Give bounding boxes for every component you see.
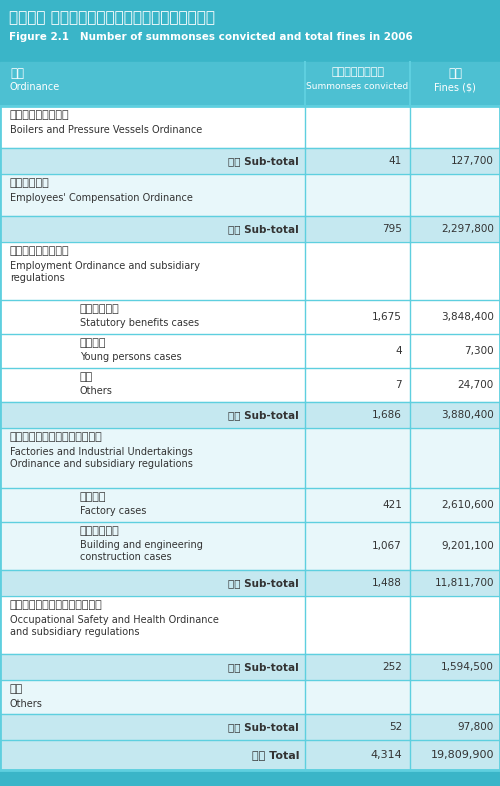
Text: 2,297,800: 2,297,800 <box>441 224 494 234</box>
Text: 職業安全及健康條例及附屬規例: 職業安全及健康條例及附屬規例 <box>10 600 103 610</box>
Bar <box>0 106 500 770</box>
Text: 4: 4 <box>396 346 402 356</box>
Text: 1,675: 1,675 <box>372 312 402 322</box>
Text: 青年個案: 青年個案 <box>80 338 106 348</box>
Text: 僱員補償條例: 僱員補償條例 <box>10 178 50 188</box>
Text: 11,811,700: 11,811,700 <box>434 578 494 588</box>
Bar <box>0 0 500 62</box>
Text: 僱傭條例及附屬規例: 僱傭條例及附屬規例 <box>10 246 70 256</box>
Text: 1,686: 1,686 <box>372 410 402 420</box>
Bar <box>0 368 500 402</box>
Text: 其他: 其他 <box>80 372 93 382</box>
Bar <box>0 300 500 334</box>
Text: Young persons cases: Young persons cases <box>80 352 182 362</box>
Bar <box>0 148 500 174</box>
Text: 小計 Sub-total: 小計 Sub-total <box>228 224 299 234</box>
Text: Employment Ordinance and subsidiary: Employment Ordinance and subsidiary <box>10 261 200 271</box>
Bar <box>0 62 500 106</box>
Text: 1,488: 1,488 <box>372 578 402 588</box>
Text: 其他: 其他 <box>10 684 23 694</box>
Bar <box>0 334 500 368</box>
Text: Others: Others <box>80 386 113 396</box>
Text: Ordinance and subsidiary regulations: Ordinance and subsidiary regulations <box>10 459 193 469</box>
Text: 1,067: 1,067 <box>372 541 402 551</box>
Bar <box>0 570 500 596</box>
Text: 法定福利個案: 法定福利個案 <box>80 304 120 314</box>
Bar <box>0 174 500 216</box>
Text: 795: 795 <box>382 224 402 234</box>
Text: Fines ($): Fines ($) <box>434 82 476 92</box>
Text: 4,314: 4,314 <box>370 750 402 760</box>
Text: 252: 252 <box>382 662 402 672</box>
Text: 7: 7 <box>396 380 402 390</box>
Text: Ordinance: Ordinance <box>10 82 60 92</box>
Text: 建築地盤個案: 建築地盤個案 <box>80 526 120 536</box>
Text: Boilers and Pressure Vessels Ordinance: Boilers and Pressure Vessels Ordinance <box>10 125 202 135</box>
Text: 鍋爐及壓力容器條例: 鍋爐及壓力容器條例 <box>10 110 70 120</box>
Text: 3,848,400: 3,848,400 <box>441 312 494 322</box>
Text: 24,700: 24,700 <box>458 380 494 390</box>
Text: Figure 2.1   Number of summonses convicted and total fines in 2006: Figure 2.1 Number of summonses convicted… <box>9 32 413 42</box>
Bar <box>0 522 500 570</box>
Text: 127,700: 127,700 <box>451 156 494 166</box>
Bar <box>0 596 500 654</box>
Text: Occupational Safety and Health Ordinance: Occupational Safety and Health Ordinance <box>10 615 219 625</box>
Text: 小計 Sub-total: 小計 Sub-total <box>228 156 299 166</box>
Text: 41: 41 <box>389 156 402 166</box>
Bar <box>0 216 500 242</box>
Text: Factory cases: Factory cases <box>80 506 146 516</box>
Text: construction cases: construction cases <box>80 552 172 562</box>
Text: 工廠及工業經營條例及附屬規例: 工廠及工業經營條例及附屬規例 <box>10 432 103 442</box>
Text: and subsidiary regulations: and subsidiary regulations <box>10 627 140 637</box>
Bar <box>0 654 500 680</box>
Text: 總計 Total: 總計 Total <box>252 750 299 760</box>
Text: 3,880,400: 3,880,400 <box>442 410 494 420</box>
Text: 9,201,100: 9,201,100 <box>442 541 494 551</box>
Text: Factories and Industrial Undertakings: Factories and Industrial Undertakings <box>10 447 193 457</box>
Text: Summonses convicted: Summonses convicted <box>306 82 408 91</box>
Bar <box>0 740 500 770</box>
Text: Building and engineering: Building and engineering <box>80 540 203 550</box>
Bar <box>0 402 500 428</box>
Text: Others: Others <box>10 699 43 709</box>
Text: 2,610,600: 2,610,600 <box>442 500 494 510</box>
Text: 1,594,500: 1,594,500 <box>441 662 494 672</box>
Text: 條例: 條例 <box>10 67 24 80</box>
Text: 小計 Sub-total: 小計 Sub-total <box>228 410 299 420</box>
Text: regulations: regulations <box>10 273 65 283</box>
Text: 罰款: 罰款 <box>448 67 462 80</box>
Bar <box>0 428 500 488</box>
Bar <box>0 488 500 522</box>
Text: 小計 Sub-total: 小計 Sub-total <box>228 662 299 672</box>
Text: 19,809,900: 19,809,900 <box>430 750 494 760</box>
Text: Statutory benefits cases: Statutory benefits cases <box>80 318 199 328</box>
Bar <box>0 242 500 300</box>
Text: 經定罪的傳票數目: 經定罪的傳票數目 <box>331 67 384 77</box>
Bar <box>0 106 500 148</box>
Text: 圖二．一 二零零六年經定罪的傳票個案及罰款總額: 圖二．一 二零零六年經定罪的傳票個案及罰款總額 <box>9 10 215 25</box>
Bar <box>0 770 500 786</box>
Text: 97,800: 97,800 <box>458 722 494 732</box>
Bar <box>0 714 500 740</box>
Bar <box>0 680 500 714</box>
Text: Employees' Compensation Ordinance: Employees' Compensation Ordinance <box>10 193 193 203</box>
Text: 7,300: 7,300 <box>464 346 494 356</box>
Text: 52: 52 <box>389 722 402 732</box>
Text: 工廠個案: 工廠個案 <box>80 492 106 502</box>
Text: 小計 Sub-total: 小計 Sub-total <box>228 722 299 732</box>
Text: 421: 421 <box>382 500 402 510</box>
Text: 小計 Sub-total: 小計 Sub-total <box>228 578 299 588</box>
